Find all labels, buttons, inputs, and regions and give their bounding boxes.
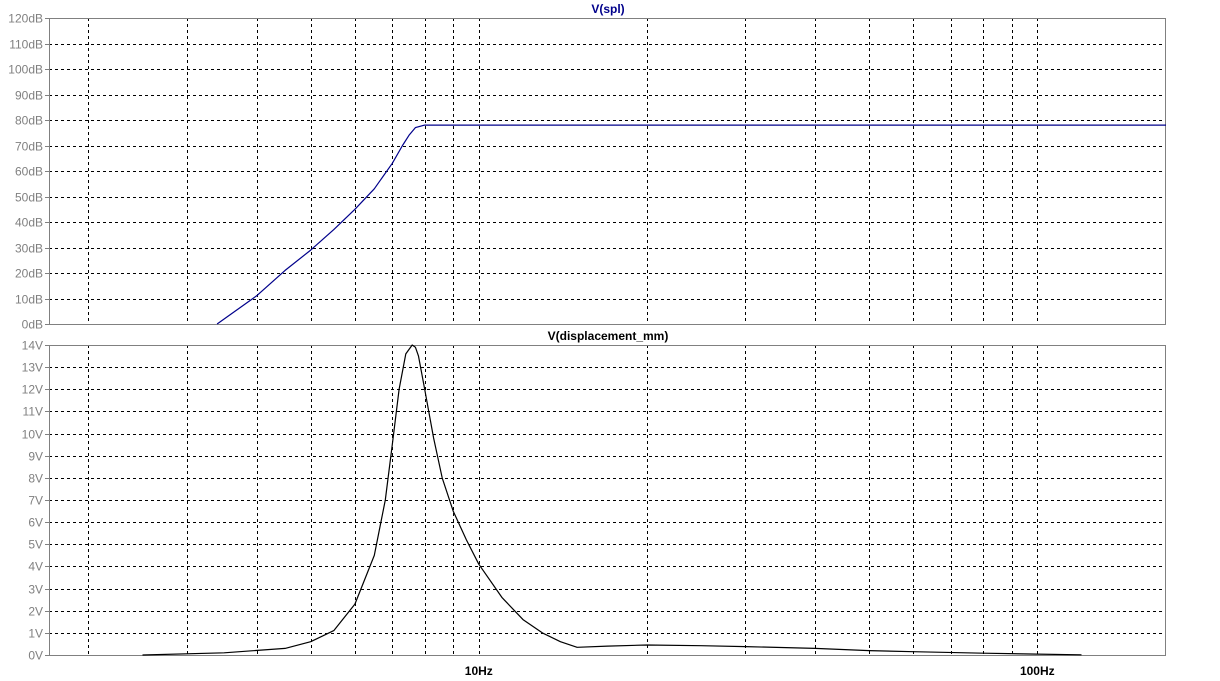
- displacement-ytick-label: 4V: [28, 560, 43, 574]
- displacement-ytick-label: 13V: [22, 361, 43, 375]
- spl-ytick-label: 110dB: [9, 38, 43, 52]
- spl-ytick-label: 60dB: [15, 165, 43, 179]
- displacement-ytick-label: 7V: [28, 494, 43, 508]
- displacement-ytick-label: 11V: [23, 405, 43, 419]
- spl-ytick-label: 80dB: [15, 114, 43, 128]
- displacement-ytick-label: 6V: [28, 516, 43, 530]
- spl-series-line: [216, 124, 1166, 325]
- displacement-ytick-label: 0V: [28, 649, 43, 663]
- spl-chart-title: V(spl): [591, 2, 624, 16]
- spl-ytick-label: 100dB: [8, 63, 43, 77]
- displacement-ytick-label: 9V: [28, 450, 43, 464]
- displacement-ytick-label: 5V: [28, 538, 43, 552]
- spl-ytick-label: 70dB: [15, 140, 43, 154]
- spl-plot-frame: [49, 18, 1166, 325]
- displacement-chart-title: V(displacement_mm): [548, 329, 669, 343]
- spl-ytick-label: 20dB: [15, 267, 43, 281]
- spl-ytick-label: 50dB: [15, 191, 43, 205]
- displacement-ytick-label: 3V: [28, 583, 43, 597]
- displacement-ytick-label: 14V: [22, 339, 43, 353]
- displacement-ytick-label: 10V: [22, 428, 43, 442]
- displacement-ytick-label: 1V: [28, 627, 43, 641]
- spl-ytick-label: 10dB: [15, 293, 43, 307]
- x-axis-tick-label: 100Hz: [1020, 664, 1055, 678]
- displacement-plot-frame: [49, 345, 1166, 656]
- displacement-ytick-label: 8V: [28, 472, 43, 486]
- displacement-ytick-label: 2V: [28, 605, 43, 619]
- displacement-ytick-label: 12V: [22, 383, 43, 397]
- spl-ytick-label: 40dB: [15, 216, 43, 230]
- x-axis-tick-label: 10Hz: [465, 664, 493, 678]
- spl-ytick-label: 0dB: [22, 318, 43, 332]
- spl-ytick-label: 90dB: [15, 89, 43, 103]
- spl-ytick-label: 30dB: [15, 242, 43, 256]
- displacement-series-line: [142, 344, 1082, 656]
- spl-ytick-label: 120dB: [8, 12, 43, 26]
